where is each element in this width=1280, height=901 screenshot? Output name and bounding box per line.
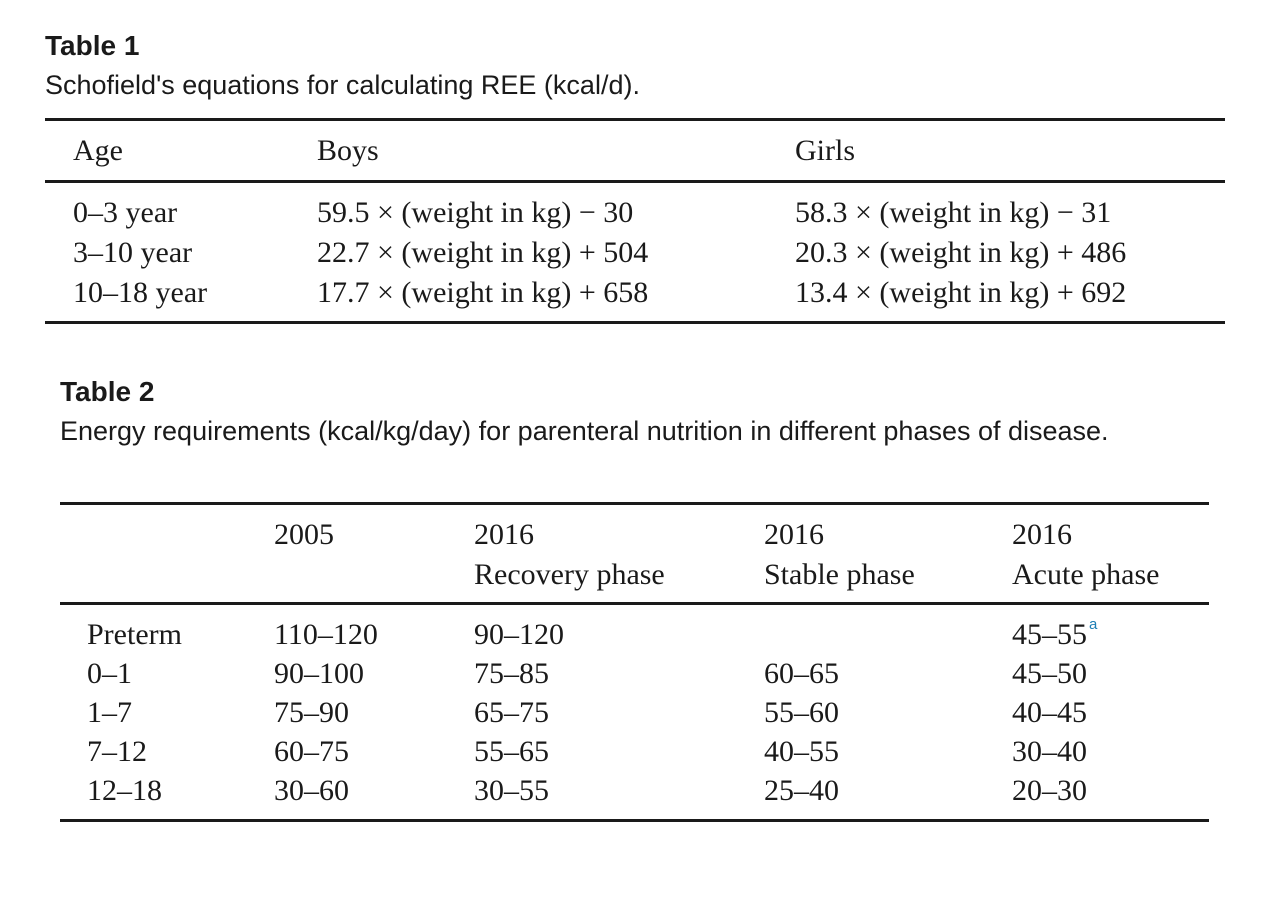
table1-cell-girls: 13.4 × (weight in kg) + 692 [795,276,1127,309]
table2-header-recovery-phase: Recovery phase [474,558,665,591]
table2-cell-2005: 110–120 [274,618,378,651]
table2-cell-age: 0–1 [87,657,132,690]
table2-bottom-rule [60,819,1209,822]
table2-cell-recovery: 90–120 [474,618,564,651]
table1-header-boys: Boys [317,134,379,167]
table2-header-recovery-year: 2016 [474,518,534,551]
table2-cell-age: Preterm [87,618,182,651]
table2-cell-2005: 75–90 [274,696,349,729]
table1-bottom-rule [45,321,1225,324]
table2-caption: Energy requirements (kcal/kg/day) for pa… [60,416,1109,446]
table2-cell-age: 1–7 [87,696,132,729]
table1-caption: Schofield's equations for calculating RE… [45,70,640,100]
table2-cell-2005: 90–100 [274,657,364,690]
table1-top-rule [45,118,1225,121]
table2-cell-stable: 25–40 [764,774,839,807]
table2-top-rule [60,502,1209,505]
table1-cell-girls: 58.3 × (weight in kg) − 31 [795,196,1112,229]
table2-cell-2005: 30–60 [274,774,349,807]
table1-header-girls: Girls [795,134,855,167]
table2-cell-age: 12–18 [87,774,162,807]
table1-label: Table 1 [45,30,140,61]
table2-cell-stable: 60–65 [764,657,839,690]
table2-cell-recovery: 55–65 [474,735,549,768]
table2-header-stable-phase: Stable phase [764,558,915,591]
table2-header-rule [60,602,1209,605]
table1-cell-boys: 59.5 × (weight in kg) − 30 [317,196,634,229]
table2-header-acute-year: 2016 [1012,518,1072,551]
table1-cell-age: 3–10 year [73,236,193,269]
table2-header-2005: 2005 [274,518,334,551]
table2-header-stable-year: 2016 [764,518,824,551]
table2-header-acute-phase: Acute phase [1012,558,1160,591]
table2-cell-age: 7–12 [87,735,147,768]
table2-cell-acute: 20–30 [1012,774,1087,807]
table2-cell-stable: 40–55 [764,735,839,768]
table2-cell-stable: 55–60 [764,696,839,729]
table1-header-age: Age [73,134,123,167]
table1-cell-boys: 22.7 × (weight in kg) + 504 [317,236,649,269]
table2-cell-acute: 45–50 [1012,657,1087,690]
table1-cell-age: 0–3 year [73,196,178,229]
table2-cell-acute: 40–45 [1012,696,1087,729]
footnote-marker[interactable]: a [1089,616,1098,633]
table1-cell-age: 10–18 year [73,276,208,309]
table2-cell-acute: 30–40 [1012,735,1087,768]
table2-cell-2005: 60–75 [274,735,349,768]
table2-cell-recovery: 75–85 [474,657,549,690]
table2-cell-recovery: 65–75 [474,696,549,729]
table2-label: Table 2 [60,376,155,407]
table1-cell-boys: 17.7 × (weight in kg) + 658 [317,276,649,309]
table1-cell-girls: 20.3 × (weight in kg) + 486 [795,236,1127,269]
table2-cell-recovery: 30–55 [474,774,549,807]
table2-cell-acute-value: 45–55 [1012,618,1087,651]
table2-cell-acute: 45–55 a [1012,617,1097,651]
table1-header-rule [45,180,1225,183]
